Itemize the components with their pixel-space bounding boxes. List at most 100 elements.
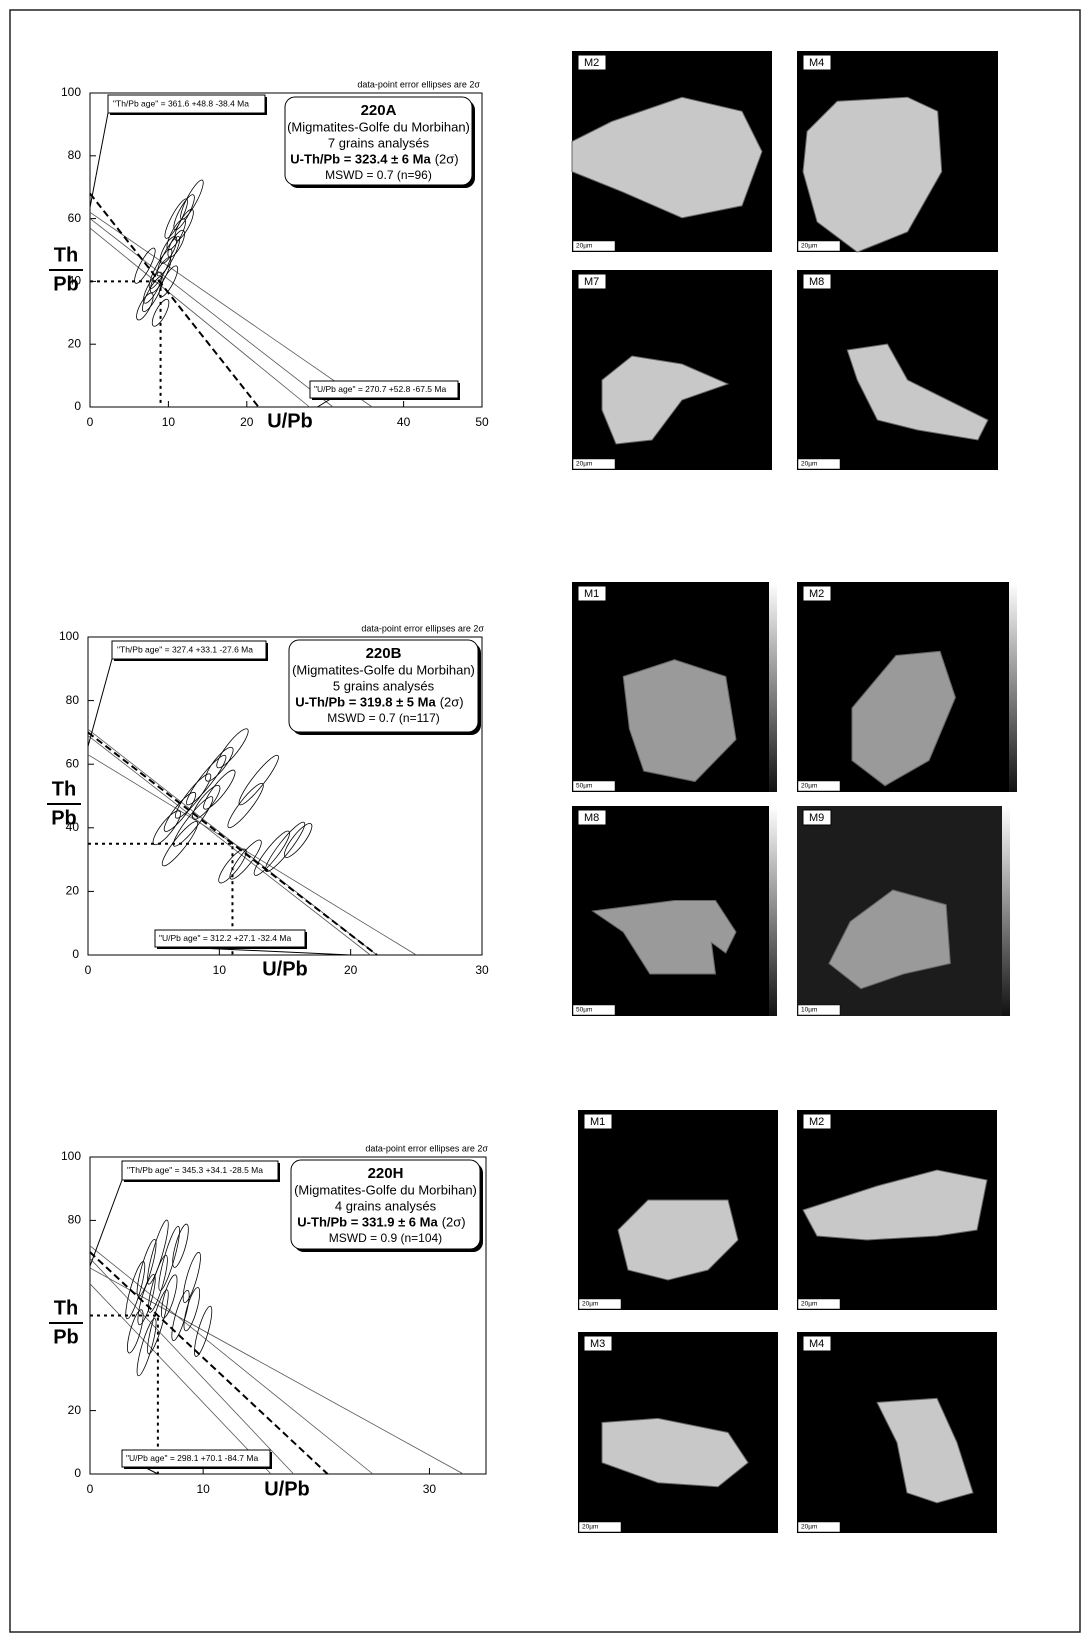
grains: 7 grains analysés [328, 135, 430, 150]
x-tick-label: 30 [475, 963, 489, 977]
y-axis-label-bottom: Pb [53, 273, 79, 295]
error-ellipse [264, 821, 306, 873]
grain [622, 659, 737, 783]
micrograph-label: M2 [584, 57, 599, 69]
label-box [583, 1113, 613, 1130]
sample-name: 220B [366, 645, 402, 662]
grains: 5 grains analysés [333, 678, 435, 693]
micrograph: M7 20µm [572, 270, 772, 470]
grain [851, 650, 956, 787]
grain [617, 1199, 739, 1281]
grain [846, 343, 989, 441]
mean-guide [88, 842, 234, 955]
mean-guide [90, 1314, 159, 1474]
intensity-scale [769, 806, 777, 1016]
y-tick-label: 20 [66, 884, 80, 898]
th-pb-age: "Th/Pb age" = 327.4 +33.1 -27.6 Ma [117, 644, 253, 654]
fit-line [87, 731, 378, 956]
error-ellipse [160, 1274, 178, 1319]
error-ellipse [183, 1287, 201, 1332]
th-pb-age: "Th/Pb age" = 361.6 +48.8 -38.4 Ma [113, 98, 249, 108]
micrograph-label: M4 [809, 1338, 824, 1350]
error-ellipse [137, 1274, 156, 1326]
location: (Migmatites-Golfe du Morbihan) [294, 1182, 477, 1197]
micrograph: M2 20µm [797, 582, 1017, 792]
age-box [309, 380, 459, 399]
y-tick-label: 100 [59, 629, 79, 643]
location: (Migmatites-Golfe du Morbihan) [287, 119, 470, 134]
age-box [154, 929, 306, 948]
y-tick-label: 0 [74, 399, 81, 413]
info-box [290, 1159, 481, 1250]
micrograph-label: M7 [584, 276, 599, 288]
error-ellipse [164, 198, 188, 239]
scale-box [572, 780, 616, 792]
label-box [577, 273, 607, 290]
age: U-Th/Pb = 331.9 ± 6 Ma [297, 1214, 438, 1229]
scale-label: 50µm [576, 783, 592, 790]
grain [802, 96, 943, 253]
error-ellipse [159, 236, 178, 264]
label-box [802, 1113, 832, 1130]
leader [89, 1179, 123, 1267]
y-axis-label-top: Th [54, 1297, 78, 1319]
micrograph: M1 50µm [572, 582, 777, 792]
scale-label: 10µm [801, 1007, 817, 1014]
error-ellipse [174, 773, 212, 819]
scale-label: 20µm [582, 1301, 598, 1308]
plot-frame [89, 92, 483, 408]
scale-box [572, 1004, 616, 1016]
x-tick-label: 0 [85, 963, 92, 977]
sample-name: 220A [361, 102, 397, 119]
y-axis-label-bottom: Pb [51, 807, 77, 829]
label-box [802, 273, 832, 290]
y-axis-label-top: Th [54, 244, 78, 266]
y-axis-label-top: Th [52, 778, 76, 800]
micrograph: M2 20µm [797, 1110, 997, 1310]
error-ellipse [147, 1219, 169, 1285]
scale-box [572, 240, 616, 252]
u-pb-age: "U/Pb age" = 312.2 +27.1 -32.4 Ma [159, 933, 291, 943]
fit-line [89, 1251, 329, 1475]
error-ellipse [134, 247, 156, 284]
th-pb-age: "Th/Pb age" = 345.3 +34.1 -28.5 Ma [127, 1165, 263, 1175]
age-sigma: (2σ) [440, 694, 464, 709]
y-axis-label-bottom: Pb [53, 1326, 79, 1348]
error-ellipse [186, 754, 227, 806]
label-box [802, 54, 832, 71]
grain [828, 889, 951, 990]
error-ellipse [182, 1251, 201, 1303]
y-tick-label: 40 [66, 820, 80, 834]
grain [601, 1417, 749, 1488]
error-ellipse [158, 1226, 180, 1291]
micrograph-label: M3 [590, 1338, 605, 1350]
grains: 4 grains analysés [335, 1198, 437, 1213]
y-tick-label: 80 [68, 148, 82, 162]
mswd: MSWD = 0.7 (n=117) [327, 711, 440, 725]
scale-label: 20µm [582, 1524, 598, 1531]
error-ellipse [194, 1305, 213, 1357]
u-pb-age: "U/Pb age" = 298.1 +70.1 -84.7 Ma [126, 1453, 258, 1463]
ellipse-note: data-point error ellipses are 2σ [361, 623, 484, 633]
envelope-line [89, 218, 334, 408]
scale-box [578, 1298, 622, 1310]
mswd: MSWD = 0.7 (n=96) [325, 168, 432, 182]
error-ellipse [192, 785, 221, 820]
age: U-Th/Pb = 323.4 ± 6 Ma [290, 151, 431, 166]
scale-label: 20µm [801, 783, 817, 790]
x-axis-label: U/Pb [264, 1478, 310, 1500]
label-box [583, 1335, 613, 1352]
leader [87, 658, 113, 747]
error-ellipse [205, 746, 234, 782]
info-box [288, 639, 479, 733]
error-ellipse [163, 791, 197, 832]
x-tick-label: 20 [344, 963, 358, 977]
y-tick-label: 0 [74, 1466, 81, 1480]
error-ellipse [171, 1289, 190, 1342]
scale-box [797, 240, 841, 252]
age-box [107, 94, 266, 114]
age-box [111, 640, 267, 660]
age: U-Th/Pb = 319.8 ± 5 Ma [295, 694, 436, 709]
label-box [577, 54, 607, 71]
